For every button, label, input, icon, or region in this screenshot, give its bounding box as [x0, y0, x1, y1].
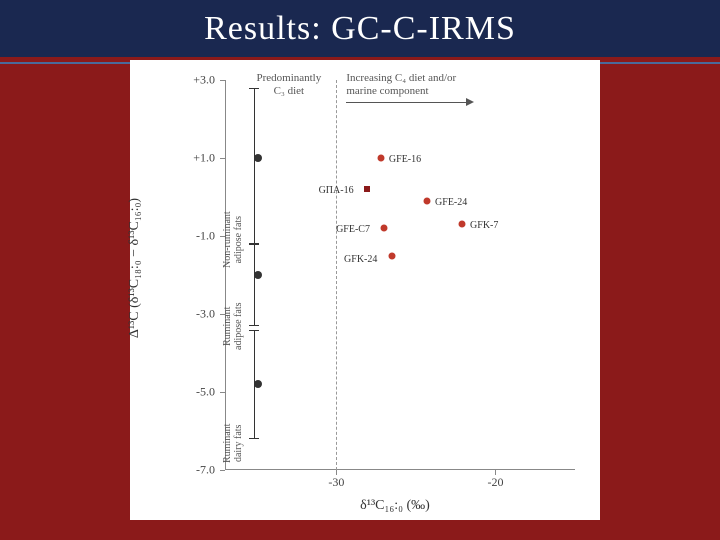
ref-cap-top [249, 88, 259, 89]
data-point-label: GFE-C7 [336, 224, 370, 235]
y-axis-title: Δ¹³C (δ¹³C₁₈:₀ − δ¹³C₁₆:₀) [127, 198, 143, 338]
ref-range-point [254, 154, 262, 162]
region-divider [336, 80, 337, 470]
data-point [377, 155, 384, 162]
x-tick-label: -30 [328, 475, 344, 490]
data-point-label: GFE-16 [389, 154, 421, 165]
y-tick [220, 470, 225, 471]
title-bar: Results: GC-C-IRMS [0, 0, 720, 60]
ref-range-point [254, 380, 262, 388]
data-point [381, 225, 388, 232]
x-axis-title: δ¹³C₁₆:₀ (‰) [360, 498, 430, 514]
region-right-label: Increasing C₄ diet and/ormarine componen… [346, 72, 566, 98]
y-tick-label: -5.0 [196, 385, 215, 400]
slide: Results: GC-C-IRMS Δ¹³C (δ¹³C₁₈:₀ − δ¹³C… [0, 0, 720, 540]
data-point-label: GFE-24 [435, 197, 467, 208]
ref-cap-top [249, 330, 259, 331]
y-tick-label: -3.0 [196, 307, 215, 322]
region-left-label: PredominantlyC₃ diet [246, 72, 331, 98]
data-point [424, 197, 431, 204]
arrow-line [346, 102, 466, 103]
ref-cap-bot [249, 325, 259, 326]
data-point [389, 252, 396, 259]
ref-cap-top [249, 244, 259, 245]
y-tick-label: +1.0 [193, 151, 215, 166]
y-tick-label: +3.0 [193, 73, 215, 88]
plot-area: +3.0+1.0-1.0-3.0-5.0-7.0-30-20Predominan… [225, 80, 575, 470]
data-point-label: GΠA-16 [319, 185, 354, 196]
y-tick-label: -1.0 [196, 229, 215, 244]
scatter-chart: Δ¹³C (δ¹³C₁₈:₀ − δ¹³C₁₆:₀) δ¹³C₁₆:₀ (‰) … [130, 60, 600, 520]
y-tick-label: -7.0 [196, 463, 215, 478]
ref-range-bar [254, 88, 255, 244]
data-point-label: GFK-7 [470, 220, 498, 231]
y-tick [220, 158, 225, 159]
data-point [364, 186, 370, 192]
ref-cap-bot [249, 438, 259, 439]
x-tick-label: -20 [487, 475, 503, 490]
data-point-label: GFK-24 [344, 254, 377, 265]
ref-range-label: Non-ruminantadipose fats [222, 211, 244, 268]
ref-range-bar [254, 244, 255, 326]
data-point [459, 221, 466, 228]
y-axis-line [225, 80, 226, 470]
ref-range-label: Ruminantdairy fats [222, 423, 244, 462]
slide-title: Results: GC-C-IRMS [204, 10, 516, 48]
ref-range-point [254, 271, 262, 279]
x-axis-line [225, 469, 575, 470]
y-tick [220, 80, 225, 81]
y-tick [220, 392, 225, 393]
ref-range-label: Ruminantadipose fats [222, 302, 244, 350]
arrow-head-icon [466, 98, 474, 106]
chart-container: Δ¹³C (δ¹³C₁₈:₀ − δ¹³C₁₆:₀) δ¹³C₁₆:₀ (‰) … [130, 60, 600, 520]
